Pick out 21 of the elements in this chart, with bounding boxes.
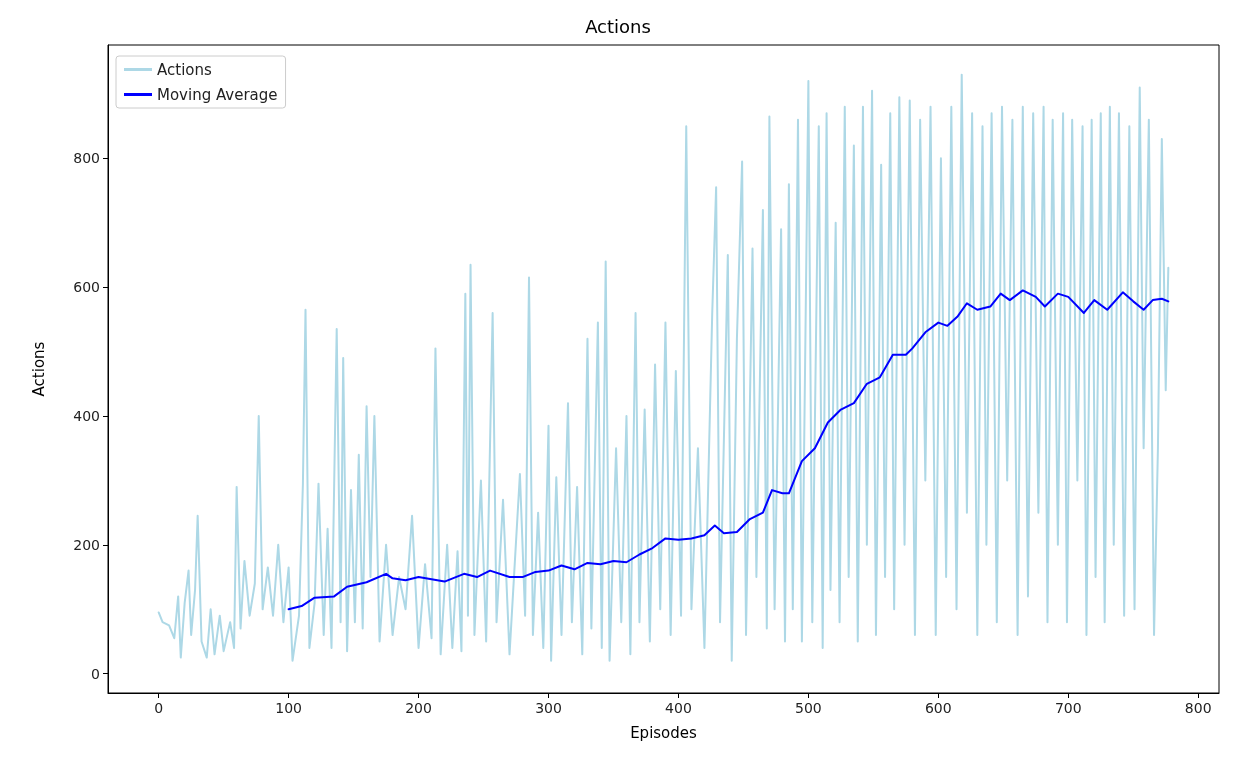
y-tick-label: 0 — [91, 665, 100, 682]
x-tick-label: 500 — [795, 700, 822, 716]
legend-label: Moving Average — [157, 85, 278, 104]
chart-title: Actions — [585, 15, 651, 37]
y-tick-label: 600 — [73, 279, 100, 296]
x-tick-label: 400 — [665, 700, 692, 716]
x-tick-label: 100 — [275, 700, 302, 716]
legend-label: Actions — [157, 60, 212, 79]
x-tick-label: 800 — [1184, 700, 1212, 716]
x-axis-title: Episodes — [630, 723, 698, 742]
x-tick-label: 600 — [924, 700, 952, 716]
line-series — [287, 289, 1170, 611]
y-tick-label: 200 — [73, 536, 100, 553]
line-series — [157, 73, 1170, 662]
y-axis-title: Actions — [29, 341, 48, 397]
y-tick-label: 400 — [73, 408, 100, 425]
x-tick-label: 200 — [405, 700, 432, 716]
x-tick-label: 0 — [154, 700, 164, 716]
y-tick-label: 800 — [73, 150, 100, 167]
x-tick-label: 300 — [535, 700, 562, 716]
x-tick-label: 700 — [1054, 700, 1082, 716]
